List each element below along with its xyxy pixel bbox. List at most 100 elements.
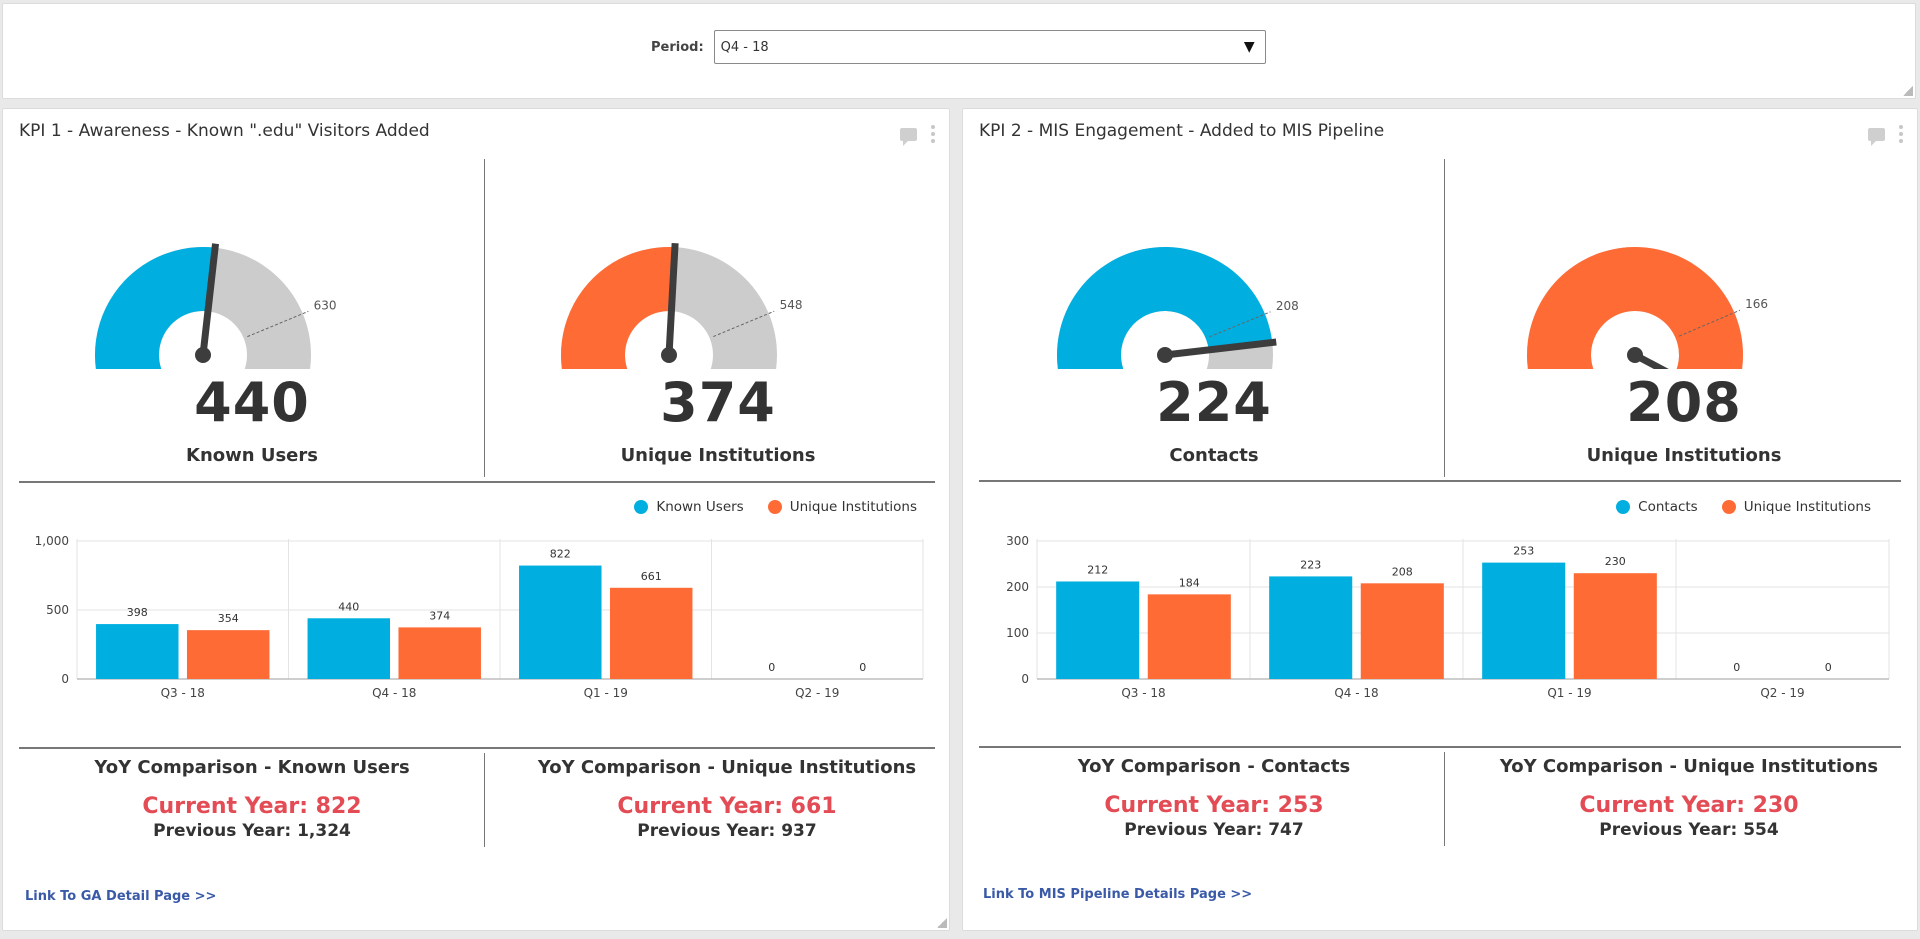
gauge-value: 224	[1156, 371, 1272, 434]
y-tick-label: 1,000	[35, 534, 69, 548]
gauge-fill	[561, 247, 675, 369]
yoy-unique-institutions: YoY Comparison - Unique Institutions Cur…	[1449, 754, 1920, 854]
data-label: 0	[1733, 661, 1740, 674]
period-label: Period:	[651, 39, 704, 55]
data-label: 822	[550, 548, 571, 561]
comment-icon[interactable]	[900, 127, 917, 146]
data-label: 212	[1087, 563, 1108, 576]
data-label: 661	[641, 570, 662, 583]
data-label: 0	[1825, 661, 1832, 674]
gauge-needle	[1164, 338, 1277, 359]
gauge-pivot	[1627, 347, 1643, 363]
gauge-label: Unique Institutions	[620, 445, 816, 466]
period-value: Q4 - 18	[720, 39, 769, 55]
yoy-known-users: YoY Comparison - Known Users Current Yea…	[19, 755, 485, 855]
gauge-label: Unique Institutions	[1586, 445, 1782, 466]
yoy-current-year: Current Year: 822	[142, 794, 362, 819]
y-tick-label: 0	[1021, 672, 1029, 686]
vertical-divider	[484, 753, 485, 847]
yoy-previous-year: Previous Year: 1,324	[153, 821, 351, 841]
gauge-target-label: 166	[1745, 297, 1768, 311]
comment-icon[interactable]	[1868, 127, 1885, 146]
data-label: 223	[1300, 558, 1321, 571]
ga-detail-link[interactable]: Link To GA Detail Page >>	[25, 889, 217, 904]
resize-handle-icon[interactable]	[1903, 86, 1913, 96]
x-tick-label: Q3 - 18	[1121, 686, 1165, 700]
gauge-fill	[1057, 247, 1273, 369]
gauge-unique-institutions: 5480731 374 Unique Institutions	[485, 159, 951, 477]
legend-item[interactable]: Known Users	[634, 499, 744, 515]
legend-label: Contacts	[1638, 499, 1698, 515]
vertical-divider	[1444, 752, 1445, 846]
data-label: 440	[338, 600, 359, 613]
panel-tools	[900, 125, 935, 146]
yoy-current-year: Current Year: 230	[1579, 793, 1799, 818]
bar	[307, 618, 391, 679]
gauge-row: 2080277 224 Contacts 1660222 208 Unique …	[979, 159, 1919, 477]
yoy-current-year: Current Year: 661	[617, 794, 837, 819]
yoy-unique-institutions: YoY Comparison - Unique Institutions Cur…	[485, 755, 969, 855]
resize-handle-icon[interactable]	[937, 918, 947, 928]
data-label: 208	[1392, 565, 1413, 578]
legend-dot	[1616, 500, 1631, 514]
legend-label: Unique Institutions	[789, 499, 917, 515]
period-select[interactable]: Q4 - 18 ▼	[713, 30, 1266, 64]
gauge-row: 6300840 440 Known Users 5480731 374 Uniq…	[19, 159, 951, 477]
bar	[96, 624, 179, 679]
vertical-divider	[484, 159, 485, 477]
chart-legend: Contacts Unique Institutions	[1616, 499, 1871, 515]
caret-down-icon: ▼	[1243, 39, 1255, 55]
gauge-fill	[95, 247, 216, 369]
gauge-target-label: 208	[1276, 299, 1299, 313]
y-tick-label: 100	[1006, 626, 1029, 640]
gauge-known-users: 6300840 440 Known Users	[19, 159, 485, 477]
gauge-value: 440	[194, 371, 310, 434]
yoy-previous-year: Previous Year: 554	[1599, 820, 1779, 840]
gauge-svg: 2080277	[1057, 247, 1299, 369]
x-tick-label: Q2 - 19	[795, 686, 839, 700]
bar	[186, 630, 270, 679]
bar	[398, 627, 481, 679]
kpi-title: KPI 1 - Awareness - Known ".edu" Visitor…	[19, 121, 430, 141]
y-tick-label: 0	[61, 672, 69, 686]
yoy-title: YoY Comparison - Unique Institutions	[1499, 756, 1879, 777]
bar-chart: Known Users Unique Institutions 0 500 1,00…	[19, 489, 935, 739]
gauge-pivot	[195, 347, 211, 363]
gauge-target-label: 548	[780, 298, 803, 312]
gauge-svg: 1660222	[1527, 247, 1768, 369]
gauge-pivot	[661, 347, 677, 363]
bar	[1147, 594, 1231, 679]
gauge-value: 208	[1626, 371, 1742, 434]
x-tick-label: Q3 - 18	[161, 686, 205, 700]
yoy-current-year: Current Year: 253	[1104, 793, 1324, 818]
y-tick-label: 500	[46, 603, 69, 617]
mis-pipeline-link[interactable]: Link To MIS Pipeline Details Page >>	[983, 887, 1253, 902]
kpi-panel-1: KPI 1 - Awareness - Known ".edu" Visitor…	[2, 108, 950, 931]
legend-item[interactable]: Contacts	[1616, 499, 1698, 515]
more-options-icon[interactable]	[1899, 125, 1903, 143]
gauge-needle	[199, 243, 220, 356]
gauge-svg: 6300840	[95, 243, 337, 369]
legend-item[interactable]: Unique Institutions	[767, 499, 917, 515]
kpi-title: KPI 2 - MIS Engagement - Added to MIS Pi…	[979, 121, 1385, 141]
bar	[1573, 573, 1657, 679]
yoy-contacts: YoY Comparison - Contacts Current Year: …	[979, 754, 1449, 854]
bar	[1482, 562, 1566, 679]
bar	[609, 587, 693, 679]
x-tick-label: Q1 - 19	[584, 686, 628, 700]
legend-dot	[767, 500, 782, 514]
data-label: 230	[1605, 555, 1626, 568]
horizontal-divider	[19, 747, 935, 749]
more-options-icon[interactable]	[931, 125, 935, 143]
legend-item[interactable]: Unique Institutions	[1721, 499, 1871, 515]
gauge-pivot	[1157, 347, 1173, 363]
yoy-previous-year: Previous Year: 937	[637, 821, 817, 841]
x-tick-label: Q1 - 19	[1547, 686, 1591, 700]
data-label: 0	[768, 661, 775, 674]
y-tick-label: 200	[1006, 580, 1029, 594]
yoy-row: YoY Comparison - Known Users Current Yea…	[19, 755, 969, 855]
gauge-svg: 5480731	[561, 242, 803, 369]
data-label: 253	[1513, 545, 1534, 558]
horizontal-divider	[979, 480, 1901, 482]
chart-legend: Known Users Unique Institutions	[634, 499, 917, 515]
